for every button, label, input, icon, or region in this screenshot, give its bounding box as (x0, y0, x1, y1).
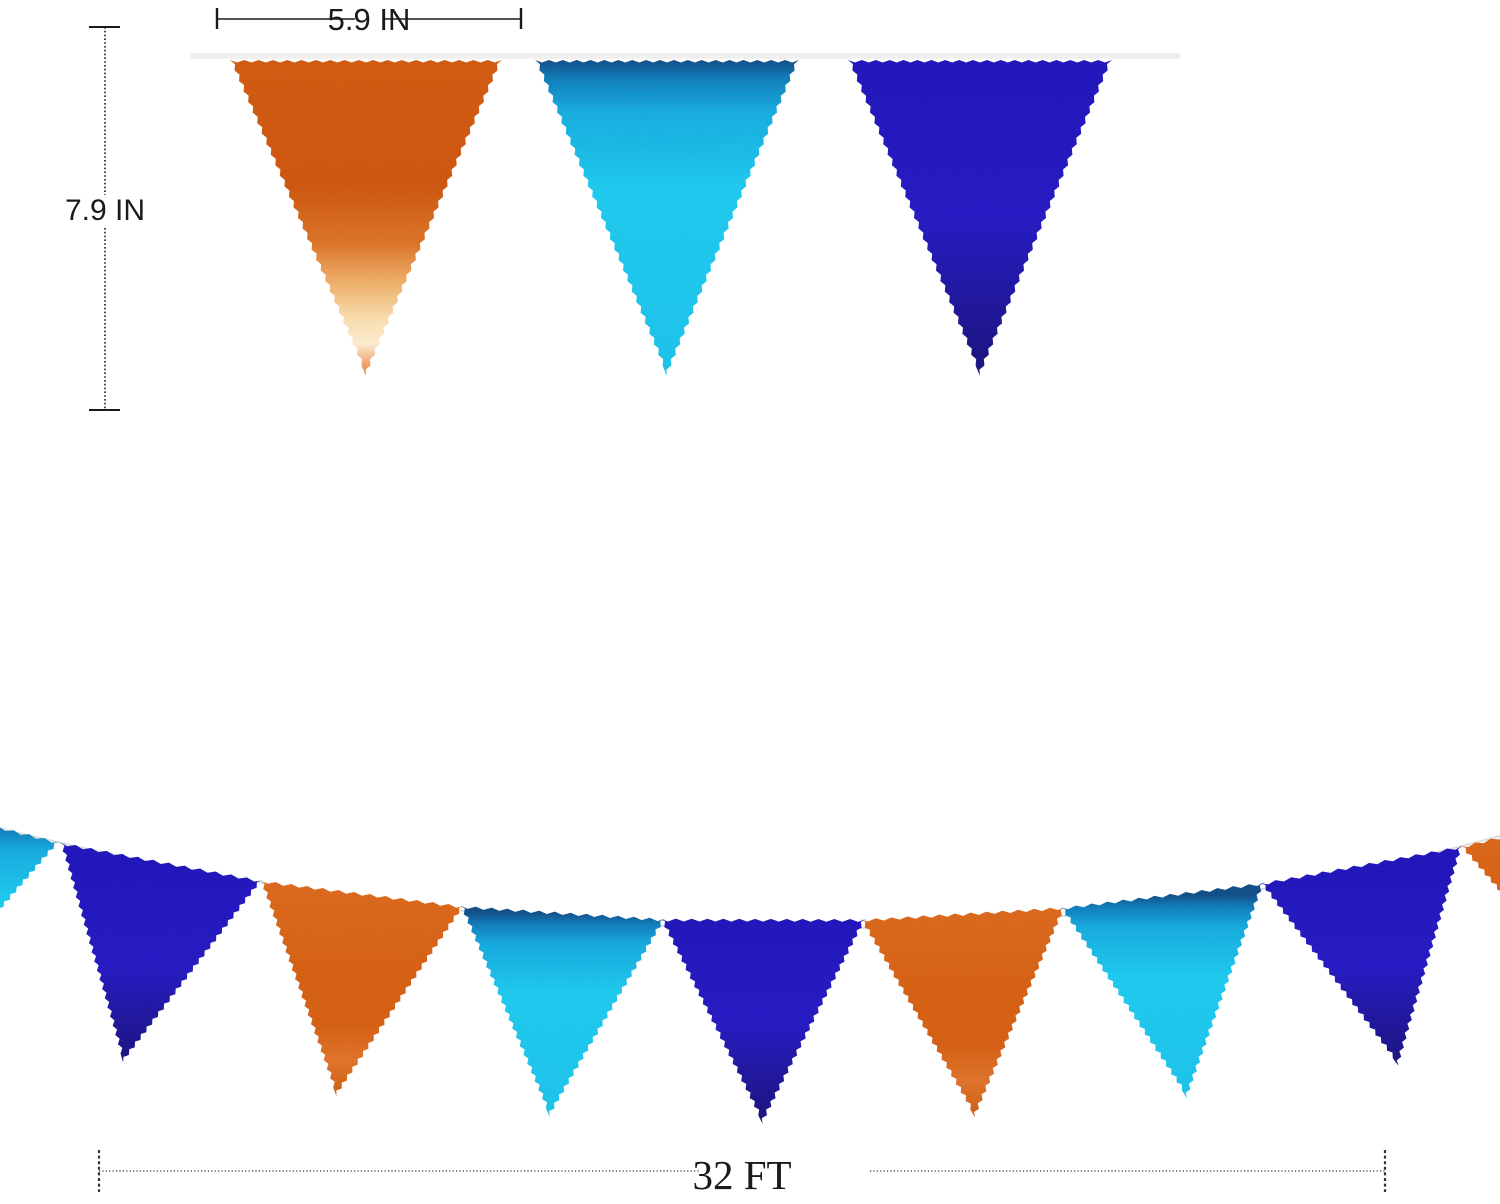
svg-text:5.9 IN: 5.9 IN (328, 2, 411, 37)
svg-text:32 FT: 32 FT (692, 1152, 791, 1198)
svg-text:7.9 IN: 7.9 IN (65, 194, 145, 227)
